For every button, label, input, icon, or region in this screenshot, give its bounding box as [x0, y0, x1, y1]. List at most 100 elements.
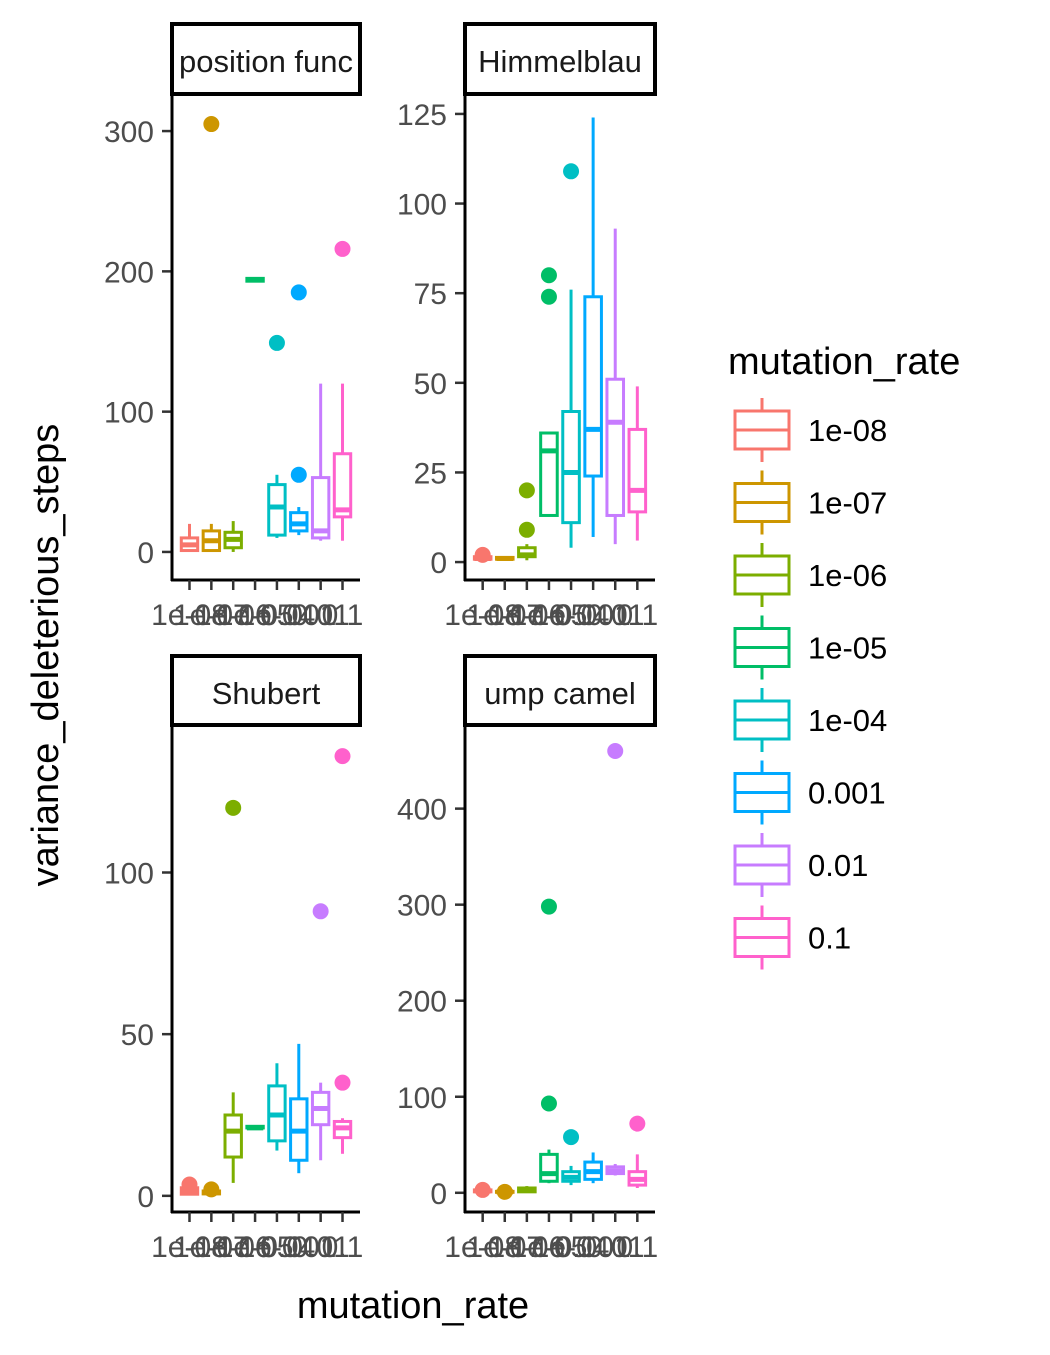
box-1e-08 — [179, 523, 200, 553]
outlier-point — [290, 284, 307, 301]
y-tick-label: 100 — [397, 1082, 447, 1115]
x-tick-label: 0.01 — [586, 1231, 644, 1264]
x-tick-label: 0.01 — [586, 599, 644, 632]
outlier-point — [203, 1181, 220, 1198]
box-1e-05 — [539, 898, 559, 1184]
box-body — [627, 427, 648, 514]
y-tick-label: 50 — [121, 1019, 154, 1052]
x-tick-label: 0.001 — [261, 1231, 336, 1264]
legend-key-1e-04: 1e-04 — [733, 688, 887, 752]
x-tick-label: 1e-07 — [173, 599, 250, 632]
outlier-point — [203, 116, 220, 133]
panel-3: Shubert 0 50 100 1e-081e-071e-061e-051e-040.… — [104, 654, 364, 1264]
y-tick-label: 300 — [104, 116, 154, 149]
x-tick-label: 0.1 — [616, 599, 658, 632]
x-tick-label: 1e-08 — [444, 599, 521, 632]
box-1e-07 — [201, 1181, 222, 1198]
outlier-point — [181, 1176, 198, 1193]
x-tick-label: 1e-07 — [173, 1231, 250, 1264]
outlier-point — [540, 1095, 557, 1112]
legend-key-0.1: 0.1 — [733, 905, 851, 970]
box-0.001 — [289, 1043, 309, 1174]
legend-label: 0.001 — [808, 776, 886, 811]
x-tick-label: 0.001 — [556, 599, 631, 632]
y-tick-label: 25 — [414, 457, 447, 490]
outlier-point — [540, 267, 557, 284]
outlier-point — [268, 334, 285, 351]
x-tick-label: 1e-08 — [151, 1231, 228, 1264]
y-tick-label: 0 — [430, 1178, 447, 1211]
legend-key-1e-08: 1e-08 — [733, 398, 887, 462]
box-body — [539, 431, 559, 517]
strip-background — [170, 22, 362, 96]
outlier-point — [496, 1183, 513, 1200]
x-tick-label: 1e-05 — [217, 599, 294, 632]
y-tick-label: 200 — [397, 986, 447, 1019]
box-0.01 — [605, 743, 626, 1176]
x-tick-label: 1e-04 — [533, 1231, 610, 1264]
legend-key-0.001: 0.001 — [733, 760, 886, 825]
x-tick-label: 0.01 — [291, 599, 349, 632]
legend: mutation_rate 1e-08 1e-07 1e-06 1e-05 1e-04 0… — [728, 341, 960, 970]
box-body — [561, 409, 581, 525]
legend-key-1e-07: 1e-07 — [733, 470, 887, 535]
box-body — [605, 377, 626, 517]
box-body — [583, 295, 603, 478]
outlier-point — [312, 903, 329, 920]
box-1e-05 — [245, 1124, 265, 1131]
box-body — [539, 1152, 559, 1183]
box-1e-05 — [539, 267, 559, 517]
x-tick-label: 1e-06 — [195, 599, 272, 632]
x-tick-label: 1e-05 — [511, 599, 588, 632]
outlier-point — [607, 743, 624, 760]
x-axis-label: mutation_rate — [297, 1285, 529, 1327]
panel-1: position func 0 100 200 300 1e-081e-071e-061e… — [104, 22, 364, 632]
x-tick-label: 0.1 — [616, 1231, 658, 1264]
x-tick-label: 0.1 — [322, 1231, 364, 1264]
box-0.1 — [332, 240, 353, 541]
x-tick-label: 0.001 — [261, 599, 336, 632]
outlier-point — [540, 288, 557, 305]
legend-key-0.01: 0.01 — [733, 833, 868, 897]
legend-title: mutation_rate — [728, 341, 960, 383]
box-0.001 — [583, 1152, 603, 1184]
legend-label: 1e-07 — [808, 486, 887, 521]
strip-label: ump camel — [484, 676, 636, 711]
box-1e-07 — [201, 116, 222, 553]
outlier-point — [563, 1129, 580, 1146]
panel-4: ump camel 0 100 200 300 400 1e-081e-071e-061e-… — [397, 654, 658, 1264]
strip-background — [170, 654, 362, 727]
legend-label: 1e-06 — [808, 558, 887, 593]
box-1e-06 — [223, 521, 243, 552]
box-1e-08 — [472, 1181, 493, 1198]
box-body — [310, 476, 331, 540]
x-tick-label: 1e-06 — [195, 1231, 272, 1264]
box-0.01 — [310, 383, 331, 541]
box-1e-05 — [245, 276, 265, 283]
box-0.1 — [332, 748, 353, 1154]
outlier-point — [474, 546, 491, 563]
box-body — [267, 483, 287, 537]
box-1e-04 — [561, 163, 581, 548]
legend-key-1e-06: 1e-06 — [733, 543, 887, 607]
x-tick-label: 1e-08 — [444, 1231, 521, 1264]
box-1e-04 — [267, 1063, 287, 1151]
x-tick-label: 1e-06 — [488, 1231, 565, 1264]
x-tick-label: 1e-07 — [466, 1231, 543, 1264]
strip-label: Shubert — [212, 676, 321, 711]
legend-label: 1e-05 — [808, 631, 887, 666]
y-tick-label: 125 — [397, 99, 447, 132]
y-tick-label: 300 — [397, 890, 447, 923]
strip-background — [463, 654, 657, 727]
x-tick-label: 0.1 — [322, 599, 364, 632]
box-body — [223, 1113, 243, 1159]
x-tick-label: 1e-07 — [466, 599, 543, 632]
outlier-point — [629, 1115, 646, 1132]
box-1e-08 — [179, 1176, 200, 1196]
box-1e-06 — [517, 482, 537, 561]
outlier-point — [225, 799, 242, 816]
x-tick-label: 1e-04 — [239, 599, 316, 632]
x-tick-label: 1e-05 — [217, 1231, 294, 1264]
box-0.1 — [627, 386, 648, 541]
